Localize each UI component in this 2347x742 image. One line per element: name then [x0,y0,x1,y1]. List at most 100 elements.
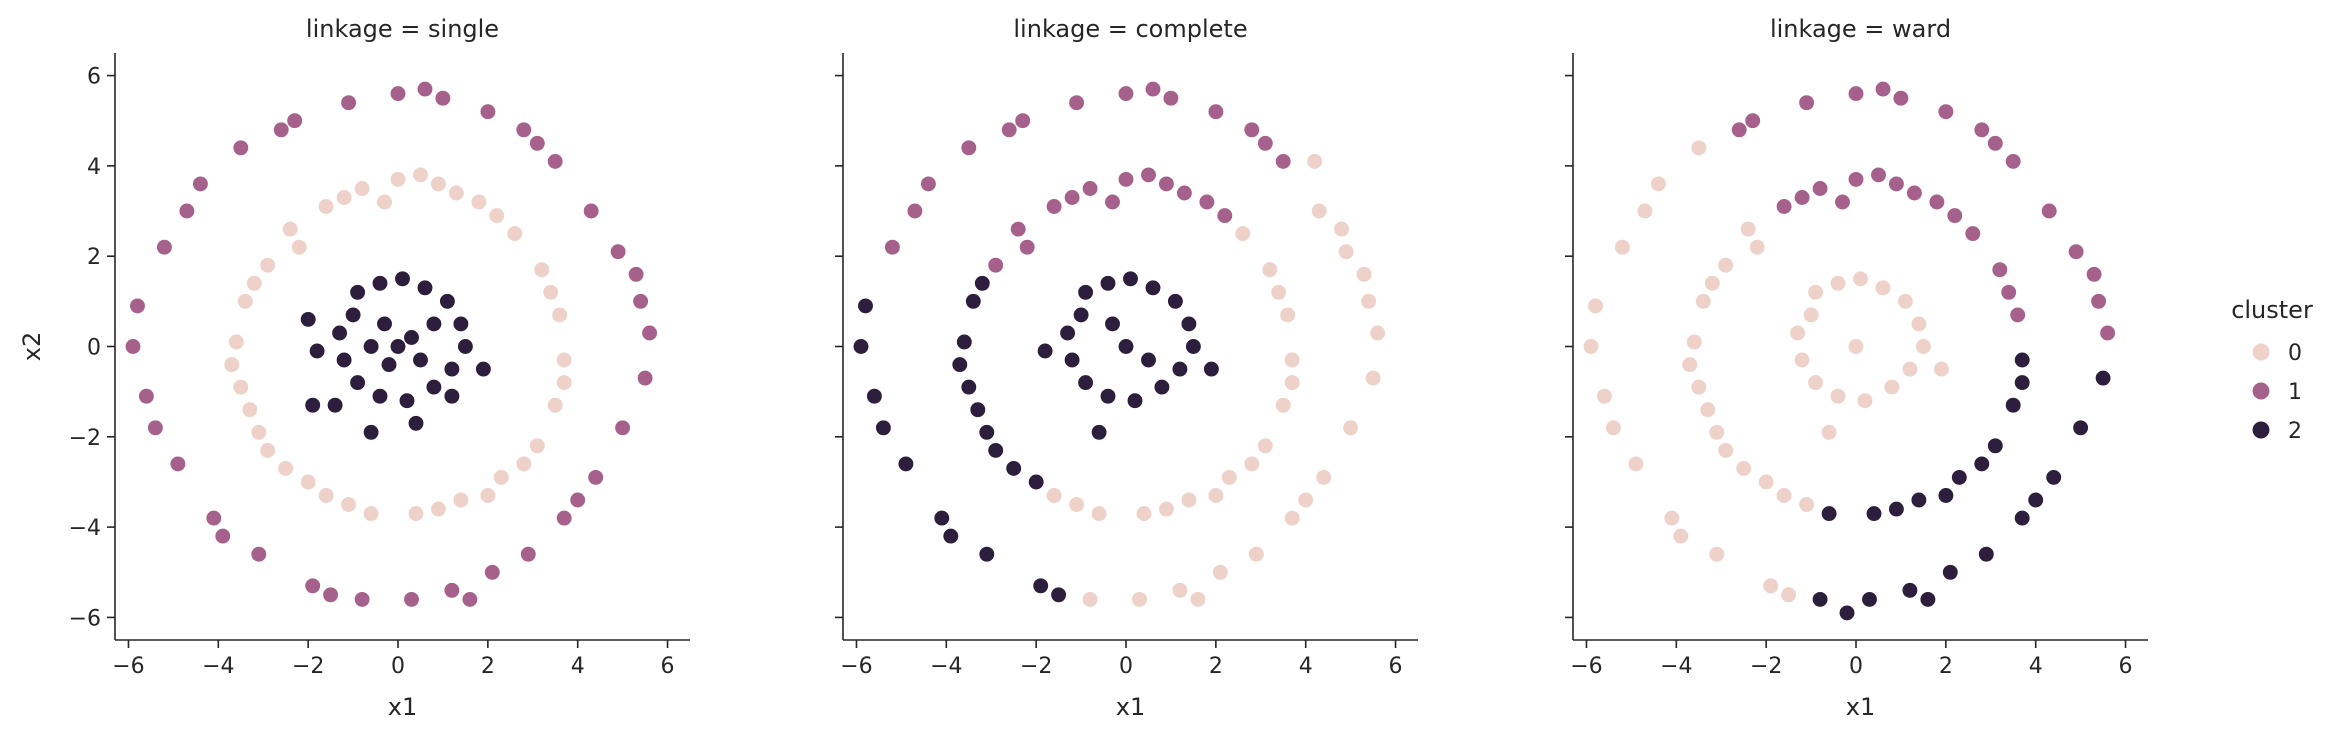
scatter-point-cluster-0 [1081,590,1099,608]
legend-entry-2: 2 [2251,419,2302,444]
scatter-point-cluster-0 [1157,500,1175,518]
scatter-point-cluster-0 [1220,468,1238,486]
scatter-points [1582,80,2117,622]
scatter-point-cluster-0 [1595,387,1613,405]
scatter-point-cluster-0 [1780,586,1798,604]
scatter-point-cluster-2 [1050,586,1068,604]
scatter-point-cluster-1 [569,491,587,509]
scatter-point-cluster-0 [1283,509,1301,527]
scatter-point-cluster-2 [1144,279,1162,297]
scatter-point-cluster-0 [1310,202,1328,220]
scatter-point-cluster-1 [627,265,645,283]
x-tick-label: 4 [2029,654,2043,679]
scatter-point-cluster-0 [1636,202,1654,220]
scatter-point-cluster-0 [1627,455,1645,473]
scatter-point-cluster-0 [1856,392,1874,410]
scatter-point-cluster-1 [214,527,232,545]
scatter-point-cluster-1 [1081,179,1099,198]
scatter-point-cluster-0 [227,333,245,351]
scatter-point-cluster-0 [429,500,447,518]
scatter-point-cluster-0 [1847,337,1865,356]
scatter-point-cluster-2 [969,401,987,419]
scatter-point-cluster-1 [1833,193,1852,211]
scatter-point-cluster-0 [1180,491,1198,509]
scatter-point-cluster-0 [1748,238,1766,256]
scatter-point-cluster-1 [555,509,573,527]
scatter-point-cluster-0 [1274,396,1292,414]
scatter-point-cluster-0 [515,455,533,473]
y-axis-label: x2 [18,332,46,361]
scatter-point-cluster-2 [1986,437,2004,455]
legend-entry-1: 1 [2251,380,2302,405]
scatter-point-cluster-1 [546,152,564,170]
scatter-point-cluster-1 [528,134,546,152]
scatter-point-cluster-1 [1744,112,1762,130]
scatter-point-cluster-1 [128,297,147,315]
scatter-point-cluster-2 [1887,500,1905,518]
scatter-point-cluster-0 [362,505,380,523]
legend-label-1: 1 [2288,380,2302,405]
scatter-point-cluster-0 [245,274,263,292]
scatter-point-cluster-2 [1202,360,1220,378]
scatter-point-cluster-0 [1279,306,1297,324]
scatter-point-cluster-0 [335,188,353,207]
scatter-point-cluster-2 [2013,509,2031,527]
scatter-points [124,80,659,608]
scatter-point-cluster-2 [2094,369,2112,387]
scatter-point-cluster-0 [1807,374,1825,392]
scatter-point-cluster-0 [411,166,430,184]
panel-3: linkage = ward −6 −4 −2 0 2 4 6 x1 [1565,15,2148,721]
y-tick-label: −2 [69,426,101,451]
scatter-point-cluster-1 [641,324,659,342]
scatter-point-cluster-0 [533,261,551,279]
scatter-point-cluster-2 [1937,486,1955,505]
scatter-point-cluster-0 [488,207,506,225]
scatter-point-cluster-1 [169,455,187,473]
scatter-point-cluster-2 [2072,419,2090,437]
scatter-point-cluster-1 [1117,85,1135,103]
scatter-point-cluster-1 [1175,184,1193,202]
scatter-point-cluster-0 [1337,243,1355,261]
scatter-point-cluster-2 [2004,396,2022,414]
x-tick-label: −2 [1750,654,1782,679]
scatter-point-cluster-1 [232,139,250,157]
scatter-point-cluster-0 [1851,270,1870,288]
x-tick-label: 0 [391,654,405,679]
scatter-point-cluster-0 [1247,545,1265,563]
scatter-point-cluster-1 [1798,94,1816,112]
scatter-point-cluster-2 [1820,505,1838,523]
y-tick-label: −6 [69,606,101,631]
scatter-point-cluster-0 [452,491,470,509]
scatter-point-cluster-2 [1977,545,1995,563]
scatter-point-cluster-0 [1283,351,1301,369]
scatter-point-cluster-1 [2009,306,2027,324]
scatter-point-cluster-1 [1207,103,1225,121]
scatter-point-cluster-1 [2085,265,2103,283]
scatter-point-cluster-2 [942,527,960,545]
scatter-point-cluster-0 [1896,292,1914,310]
scatter-point-cluster-0 [1932,360,1950,378]
scatter-point-cluster-0 [1171,581,1189,599]
scatter-point-cluster-1 [146,419,164,437]
scatter-point-cluster-2 [1860,590,1879,608]
x-tick-label: −6 [112,654,144,679]
scatter-point-cluster-2 [349,283,367,301]
y-tick-label: 4 [87,155,101,180]
x-tick-label: 4 [1299,654,1313,679]
x-tick-label: 6 [2119,654,2133,679]
scatter-point-cluster-2 [1865,505,1883,523]
scatter-point-cluster-1 [1847,85,1865,103]
scatter-point-cluster-0 [528,437,546,455]
scatter-point-cluster-0 [1914,337,1932,356]
scatter-point-cluster-1 [1139,166,1158,184]
x-axis-label: x1 [1116,693,1145,721]
scatter-point-cluster-1 [304,577,322,595]
scatter-point-cluster-2 [1059,324,1077,342]
scatter-point-cluster-1 [2004,152,2022,170]
scatter-point-cluster-1 [1198,193,1216,211]
scatter-point-cluster-1 [178,202,196,220]
scatter-point-cluster-2 [1077,283,1095,301]
scatter-point-cluster-0 [542,283,560,301]
scatter-point-cluster-0 [259,256,277,274]
